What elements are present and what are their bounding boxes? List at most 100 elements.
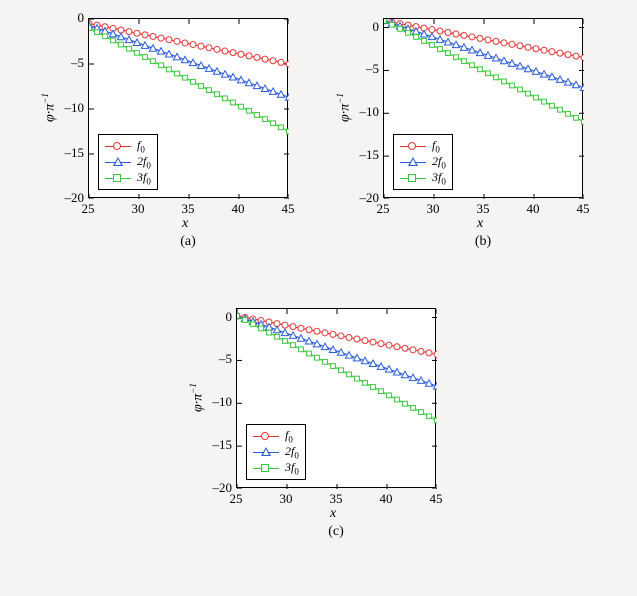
series-f0-marker bbox=[314, 328, 320, 334]
legend-entry-3f0: 3f0 bbox=[253, 460, 299, 476]
y-tick-label: –15 bbox=[360, 147, 380, 163]
series-3f0-marker bbox=[159, 63, 164, 68]
y-tick-label: –10 bbox=[360, 104, 380, 120]
series-3f0-marker bbox=[510, 83, 515, 88]
series-3f0-marker bbox=[275, 334, 280, 339]
series-3f0-marker bbox=[371, 385, 376, 390]
series-f0-marker bbox=[517, 43, 523, 49]
legend-label: f0 bbox=[137, 138, 145, 154]
legend-label: f0 bbox=[285, 428, 293, 444]
series-3f0-marker bbox=[414, 34, 419, 39]
series-f0-marker bbox=[118, 27, 124, 33]
y-axis-title: φ·π−1 bbox=[335, 93, 354, 122]
panel-sublabel: (b) bbox=[463, 234, 503, 250]
series-f0-marker bbox=[469, 34, 475, 40]
x-tick-label: 40 bbox=[523, 201, 543, 217]
series-3f0-marker bbox=[574, 115, 579, 120]
series-3f0-marker bbox=[279, 125, 284, 130]
series-3f0-marker bbox=[259, 326, 264, 331]
series-3f0-marker bbox=[438, 47, 443, 52]
series-2f0-marker bbox=[285, 94, 289, 100]
series-3f0-marker bbox=[403, 401, 408, 406]
series-2f0-marker bbox=[580, 84, 584, 90]
legend-marker-icon bbox=[113, 142, 121, 150]
series-3f0-marker bbox=[215, 92, 220, 97]
series-f0-marker bbox=[238, 51, 244, 57]
series-3f0-marker bbox=[470, 63, 475, 68]
legend-marker-icon bbox=[261, 432, 269, 440]
series-f0-marker bbox=[437, 28, 443, 34]
series-3f0-marker bbox=[339, 368, 344, 373]
series-3f0-marker bbox=[486, 71, 491, 76]
series-f0-marker bbox=[298, 325, 304, 331]
series-f0-marker bbox=[386, 342, 392, 348]
legend-label: 3f0 bbox=[432, 170, 446, 186]
legend: f02f03f0 bbox=[246, 424, 306, 480]
series-3f0-marker bbox=[406, 30, 411, 35]
legend-marker-icon bbox=[408, 174, 416, 182]
series-3f0-marker bbox=[299, 347, 304, 352]
series-f0-marker bbox=[158, 35, 164, 41]
series-3f0-marker bbox=[283, 339, 288, 344]
y-axis-title: φ·π−1 bbox=[188, 383, 207, 412]
series-3f0-marker bbox=[103, 34, 108, 39]
x-tick-label: 45 bbox=[426, 491, 446, 507]
series-2f0-marker bbox=[433, 383, 437, 389]
series-3f0-marker bbox=[231, 100, 236, 105]
legend: f02f03f0 bbox=[393, 134, 453, 190]
series-f0-marker bbox=[254, 55, 260, 61]
y-tick-label: –10 bbox=[65, 100, 85, 116]
x-axis-title: x bbox=[330, 506, 336, 522]
series-3f0-marker bbox=[454, 55, 459, 60]
series-3f0-marker bbox=[478, 67, 483, 72]
series-f0-marker bbox=[434, 351, 437, 357]
panel-c: 2530354045–20–15–10–50xφ·π−1(c)f02f03f0 bbox=[178, 300, 438, 540]
y-tick-label: 0 bbox=[373, 19, 380, 35]
x-axis-title: x bbox=[182, 216, 188, 232]
legend-line-icon bbox=[105, 146, 131, 147]
series-3f0-marker bbox=[534, 95, 539, 100]
series-f0-marker bbox=[429, 27, 435, 33]
series-3f0-marker bbox=[435, 418, 437, 423]
legend-line-icon bbox=[105, 178, 131, 179]
series-f0-marker bbox=[418, 348, 424, 354]
series-f0-marker bbox=[278, 59, 284, 65]
series-3f0-marker bbox=[183, 75, 188, 80]
series-f0-marker bbox=[142, 32, 148, 38]
series-3f0-marker bbox=[566, 111, 571, 116]
panel-b: 2530354045–20–15–10–50xφ·π−1(b)f02f03f0 bbox=[325, 10, 585, 250]
series-3f0-marker bbox=[446, 51, 451, 56]
series-f0-marker bbox=[262, 56, 268, 62]
series-3f0-marker bbox=[243, 318, 248, 323]
series-f0-marker bbox=[445, 30, 451, 36]
y-tick-label: –20 bbox=[213, 480, 233, 496]
series-f0-marker bbox=[493, 38, 499, 44]
series-3f0-marker bbox=[390, 22, 395, 27]
series-3f0-marker bbox=[347, 372, 352, 377]
series-f0-marker bbox=[525, 44, 531, 50]
y-tick-label: –20 bbox=[65, 190, 85, 206]
series-f0-marker bbox=[270, 58, 276, 64]
series-3f0-marker bbox=[287, 129, 289, 134]
series-f0-marker bbox=[286, 61, 289, 67]
series-3f0-marker bbox=[247, 108, 252, 113]
legend-marker-icon bbox=[113, 174, 121, 182]
series-f0-marker bbox=[410, 347, 416, 353]
legend-entry-2f0: 2f0 bbox=[253, 444, 299, 460]
series-3f0-marker bbox=[89, 26, 91, 31]
legend-entry-f0: f0 bbox=[105, 138, 151, 154]
series-3f0-marker bbox=[127, 46, 132, 51]
series-f0-marker bbox=[134, 30, 140, 36]
series-f0-marker bbox=[453, 31, 459, 37]
series-f0-marker bbox=[190, 42, 196, 48]
series-f0-marker bbox=[565, 52, 571, 58]
series-3f0-marker bbox=[323, 359, 328, 364]
y-tick-label: –15 bbox=[213, 437, 233, 453]
x-tick-label: 45 bbox=[278, 201, 298, 217]
legend-entry-2f0: 2f0 bbox=[400, 154, 446, 170]
series-f0-marker bbox=[477, 35, 483, 41]
legend-line-icon bbox=[400, 162, 426, 163]
series-f0-marker bbox=[330, 331, 336, 337]
series-3f0-marker bbox=[267, 330, 272, 335]
series-f0-marker bbox=[282, 322, 288, 328]
